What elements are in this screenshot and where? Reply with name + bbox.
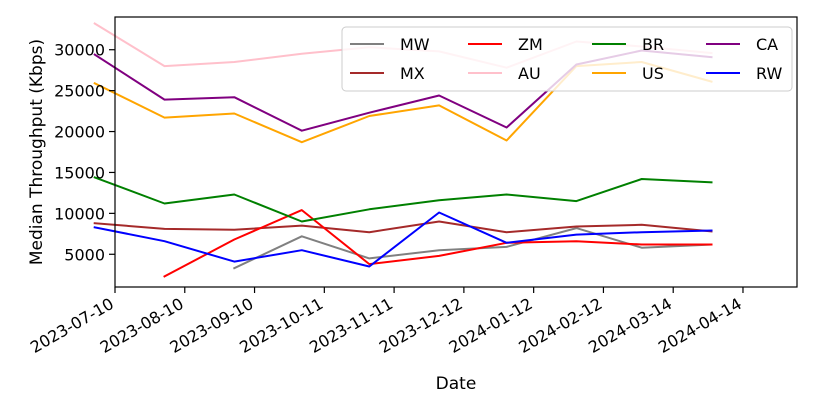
legend-label-mx: MX bbox=[400, 64, 425, 83]
legend-label-mw: MW bbox=[400, 35, 430, 54]
y-axis: 5000 10000 15000 20000 25000 30000 bbox=[54, 41, 115, 264]
y-tick-label: 15000 bbox=[54, 163, 105, 182]
legend-box bbox=[341, 26, 793, 92]
legend-label-us: US bbox=[642, 64, 664, 83]
plot-lines bbox=[93, 22, 713, 278]
y-axis-label: Median Throughput (Kbps) bbox=[27, 39, 47, 265]
series-line-br bbox=[93, 176, 713, 223]
series-line-rw bbox=[93, 211, 713, 268]
x-axis: 2023-07-102023-08-102023-09-102023-10-11… bbox=[27, 287, 745, 357]
series-line-zm bbox=[163, 209, 713, 278]
y-tick-label: 30000 bbox=[54, 41, 105, 60]
legend-label-br: BR bbox=[642, 35, 664, 54]
x-axis-label: Date bbox=[436, 374, 477, 394]
y-tick-label: 25000 bbox=[54, 82, 105, 101]
y-tick-label: 20000 bbox=[54, 123, 105, 142]
y-tick-label: 5000 bbox=[64, 245, 105, 264]
y-tick-label: 10000 bbox=[54, 204, 105, 223]
plot-frame bbox=[114, 16, 798, 288]
legend-label-au: AU bbox=[518, 64, 541, 83]
legend-label-zm: ZM bbox=[518, 35, 543, 54]
series-line-mw bbox=[232, 227, 713, 270]
legend: MW ZM BR CA MX AU US RW bbox=[341, 26, 793, 92]
plot-border bbox=[114, 16, 798, 288]
legend-label-ca: CA bbox=[756, 35, 778, 54]
series-line-mx bbox=[93, 220, 713, 234]
legend-label-rw: RW bbox=[756, 64, 782, 83]
